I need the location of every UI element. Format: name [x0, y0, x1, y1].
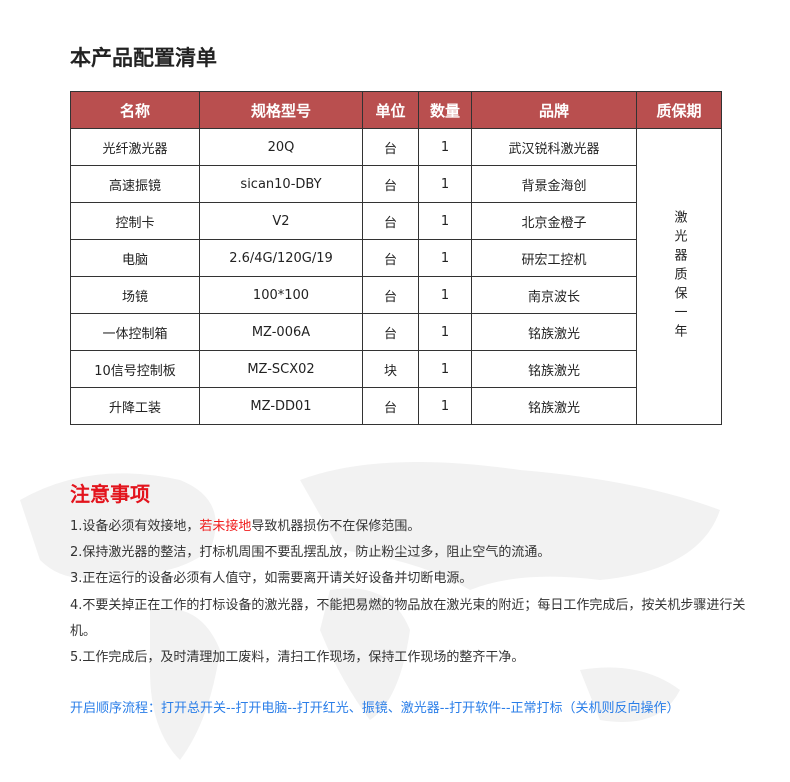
cell-name: 场镜 — [70, 276, 200, 314]
cell-unit: 台 — [362, 276, 419, 314]
table-row: 场镜 100*100 台 1 南京波长 — [70, 276, 722, 314]
cell-name: 高速振镜 — [70, 165, 200, 203]
table-row: 光纤激光器 20Q 台 1 武汉锐科激光器 激光器质保一年 — [70, 128, 722, 425]
table-header: 名称 规格型号 单位 数量 品牌 质保期 — [70, 91, 722, 129]
table-row: 升降工装 MZ-DD01 台 1 铭族激光 — [70, 387, 722, 425]
cell-unit: 台 — [362, 313, 419, 351]
cell-model: 2.6/4G/120G/19 — [199, 239, 363, 277]
cell-qty: 1 — [418, 387, 472, 425]
cell-model: MZ-SCX02 — [199, 350, 363, 388]
cell-brand: 武汉锐科激光器 — [471, 128, 637, 166]
note-text: 1.设备必须有效接地， — [70, 519, 200, 534]
note-3: 3.正在运行的设备必须有人值守，如需要离开请关好设备并切断电源。 — [70, 571, 473, 587]
table-row: 一体控制箱 MZ-006A 台 1 铭族激光 — [70, 313, 722, 351]
cell-brand: 铭族激光 — [471, 350, 637, 388]
page-title: 本产品配置清单 — [70, 46, 217, 70]
startup-flow: 开启顺序流程：打开总开关--打开电脑--打开红光、振镜、激光器--打开软件--正… — [70, 701, 680, 716]
table-row: 控制卡 V2 台 1 北京金橙子 — [70, 202, 722, 240]
note-highlight: 若未接地 — [199, 519, 252, 534]
cell-model: MZ-DD01 — [199, 387, 363, 425]
cell-brand: 北京金橙子 — [471, 202, 637, 240]
cell-unit: 块 — [362, 350, 419, 388]
table-row: 10信号控制板 MZ-SCX02 块 1 铭族激光 — [70, 350, 722, 388]
header-model: 规格型号 — [199, 91, 363, 129]
note-text: 导致机器损伤不在保修范围。 — [251, 519, 421, 534]
cell-brand: 铭族激光 — [471, 313, 637, 351]
notes-title: 注意事项 — [70, 482, 150, 506]
cell-unit: 台 — [362, 202, 419, 240]
cell-qty: 1 — [418, 165, 472, 203]
cell-model: 100*100 — [199, 276, 363, 314]
cell-unit: 台 — [362, 128, 419, 166]
note-1: 1.设备必须有效接地，若未接地导致机器损伤不在保修范围。 — [70, 514, 750, 540]
cell-model: V2 — [199, 202, 363, 240]
cell-warranty: 激光器质保一年 — [636, 128, 722, 425]
cell-model: MZ-006A — [199, 313, 363, 351]
cell-unit: 台 — [362, 387, 419, 425]
note-5: 5.工作完成后，及时清理加工废料，清扫工作现场，保持工作现场的整齐干净。 — [70, 650, 525, 666]
cell-unit: 台 — [362, 165, 419, 203]
header-name: 名称 — [70, 91, 200, 129]
notes-list: 1.设备必须有效接地，若未接地导致机器损伤不在保修范围。 2.保持激光器的整洁，… — [70, 514, 750, 671]
cell-qty: 1 — [418, 239, 472, 277]
cell-name: 升降工装 — [70, 387, 200, 425]
header-qty: 数量 — [418, 91, 472, 129]
cell-brand: 南京波长 — [471, 276, 637, 314]
table-row: 电脑 2.6/4G/120G/19 台 1 研宏工控机 — [70, 239, 722, 277]
note-2: 2.保持激光器的整洁，打标机周围不要乱摆乱放，防止粉尘过多，阻止空气的流通。 — [70, 545, 551, 561]
table-row: 高速振镜 sican10-DBY 台 1 背景金海创 — [70, 165, 722, 203]
cell-qty: 1 — [418, 128, 472, 166]
cell-name: 控制卡 — [70, 202, 200, 240]
cell-model: 20Q — [199, 128, 363, 166]
cell-brand: 铭族激光 — [471, 387, 637, 425]
note-4: 4.不要关掉正在工作的打标设备的激光器，不能把易燃的物品放在激光束的附近；每日工… — [70, 597, 746, 639]
cell-name: 10信号控制板 — [70, 350, 200, 388]
cell-name: 电脑 — [70, 239, 200, 277]
cell-name: 光纤激光器 — [70, 128, 200, 166]
cell-brand: 研宏工控机 — [471, 239, 637, 277]
cell-name: 一体控制箱 — [70, 313, 200, 351]
world-map-watermark — [20, 462, 720, 760]
header-unit: 单位 — [362, 91, 419, 129]
cell-brand: 背景金海创 — [471, 165, 637, 203]
config-table: 名称 规格型号 单位 数量 品牌 质保期 光纤激光器 20Q 台 1 武汉锐科激光器 激光… — [70, 91, 722, 425]
cell-qty: 1 — [418, 313, 472, 351]
cell-unit: 台 — [362, 239, 419, 277]
cell-model: sican10-DBY — [199, 165, 363, 203]
cell-qty: 1 — [418, 202, 472, 240]
cell-qty: 1 — [418, 350, 472, 388]
header-warranty: 质保期 — [636, 91, 722, 129]
header-brand: 品牌 — [471, 91, 637, 129]
cell-qty: 1 — [418, 276, 472, 314]
